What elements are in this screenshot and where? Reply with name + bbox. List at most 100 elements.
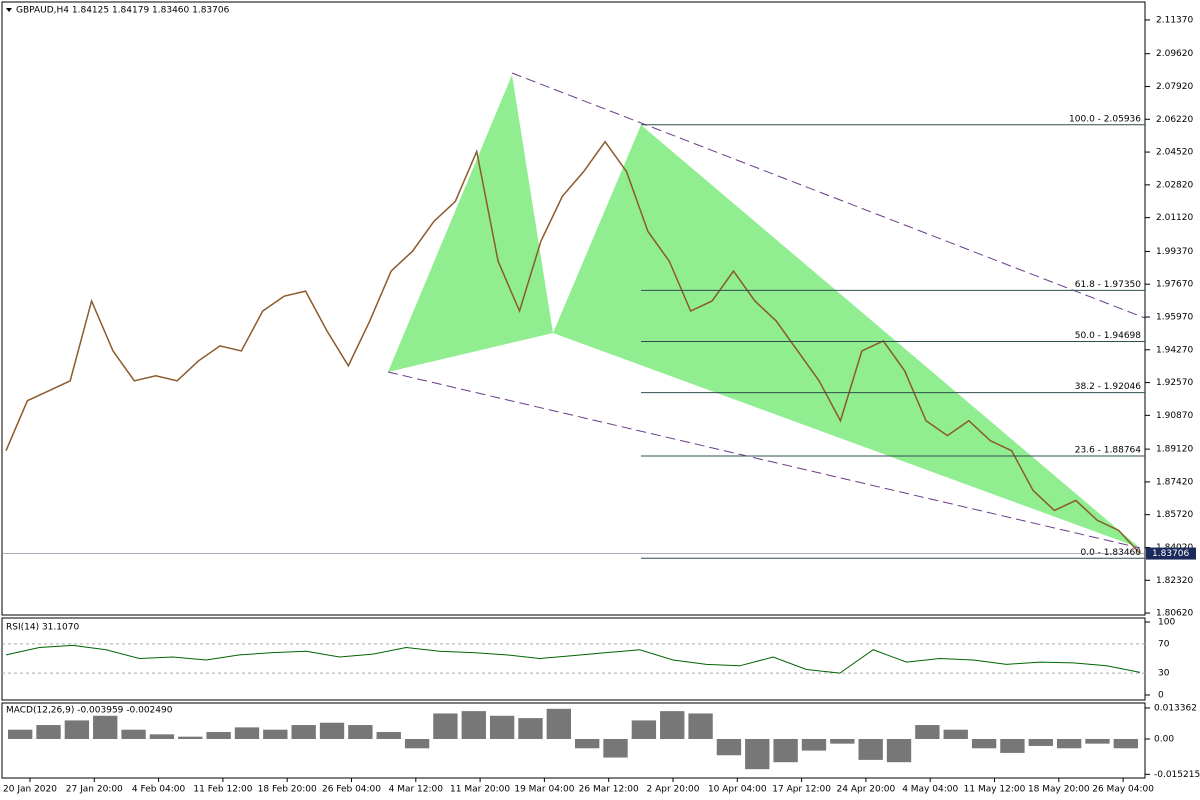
macd-bar xyxy=(1000,738,1025,753)
macd-bar xyxy=(688,713,713,739)
fib-label: 23.6 - 1.88764 xyxy=(1075,445,1141,455)
macd-bar xyxy=(489,715,515,739)
price-tick-label: 1.89120 xyxy=(1156,445,1193,455)
macd-bar xyxy=(1085,738,1110,744)
fib-label: 100.0 - 2.05936 xyxy=(1069,114,1141,124)
macd-tick-label: -0.015215 xyxy=(1154,770,1200,780)
time-label: 27 Jan 20:00 xyxy=(66,785,123,795)
price-tick-label: 1.90870 xyxy=(1156,411,1193,421)
time-label: 11 Mar 20:00 xyxy=(450,785,510,795)
chart-header: GBPAUD,H4 1.84125 1.84179 1.83460 1.8370… xyxy=(16,6,230,16)
macd-bar xyxy=(348,725,373,739)
price-tick-label: 1.95970 xyxy=(1156,312,1193,322)
rsi-tick-label: 70 xyxy=(1158,639,1170,649)
macd-bar xyxy=(915,725,940,739)
rsi-frame xyxy=(1,617,1146,701)
price-tick-label: 2.04520 xyxy=(1156,148,1193,158)
time-label: 26 Mar 12:00 xyxy=(579,785,639,795)
time-label: 11 May 12:00 xyxy=(964,785,1026,795)
time-label: 18 May 20:00 xyxy=(1028,785,1090,795)
macd-bar xyxy=(886,738,912,763)
macd-bar xyxy=(858,738,883,760)
time-label: 18 Feb 20:00 xyxy=(258,785,317,795)
macd-bar xyxy=(830,738,855,744)
macd-bar xyxy=(178,736,203,739)
macd-bar xyxy=(518,718,543,739)
macd-bar xyxy=(801,738,827,751)
macd-bar xyxy=(263,729,288,739)
time-label: 4 Feb 04:00 xyxy=(132,785,186,795)
time-label: 19 Mar 04:00 xyxy=(514,785,574,795)
macd-bar xyxy=(1056,738,1082,749)
rsi-title: RSI(14) 31.1070 xyxy=(6,623,79,633)
price-tick-label: 2.01120 xyxy=(1156,213,1193,223)
macd-bar xyxy=(660,711,685,739)
current-price-box xyxy=(1146,547,1196,560)
time-label: 17 Apr 12:00 xyxy=(772,785,831,795)
macd-bar xyxy=(745,738,770,770)
price-tick-label: 1.97670 xyxy=(1156,280,1193,290)
macd-bar xyxy=(575,738,600,749)
macd-bar xyxy=(404,738,430,749)
price-tick-label: 1.87420 xyxy=(1156,477,1193,487)
time-label: 4 Mar 12:00 xyxy=(389,785,444,795)
price-tick-label: 2.09620 xyxy=(1156,49,1193,59)
macd-bar xyxy=(603,738,628,758)
current-price-label: 1.83706 xyxy=(1152,549,1189,559)
macd-bar xyxy=(971,738,997,749)
fib-label: 50.0 - 1.94698 xyxy=(1075,331,1141,341)
rsi-tick-label: 0 xyxy=(1158,691,1164,701)
price-tick-label: 1.85720 xyxy=(1156,510,1193,520)
time-label: 26 May 04:00 xyxy=(1092,785,1154,795)
macd-bar xyxy=(461,711,486,739)
time-label: 2 Apr 20:00 xyxy=(647,785,700,795)
fib-label: 61.8 - 1.97350 xyxy=(1075,280,1141,290)
macd-bar xyxy=(546,708,571,739)
macd-bar xyxy=(93,715,118,739)
macd-bar xyxy=(234,727,260,739)
macd-bar xyxy=(376,732,401,739)
fib-label: 38.2 - 1.92046 xyxy=(1075,382,1141,392)
macd-bar xyxy=(64,720,90,739)
time-label: 20 Jan 2020 xyxy=(3,785,57,795)
rsi-tick-label: 30 xyxy=(1158,669,1170,679)
macd-tick-label: 0.013362 xyxy=(1154,703,1197,713)
macd-bar xyxy=(631,720,657,739)
macd-bar xyxy=(943,729,968,739)
macd-bar xyxy=(433,713,458,739)
time-label: 26 Feb 04:00 xyxy=(322,785,381,795)
macd-bar xyxy=(8,729,33,739)
macd-bar xyxy=(149,734,175,739)
time-label: 11 Feb 12:00 xyxy=(193,785,252,795)
price-tick-label: 1.82320 xyxy=(1156,576,1193,586)
macd-tick-label: 0.00 xyxy=(1154,734,1174,744)
price-tick-label: 2.02820 xyxy=(1156,180,1193,190)
pattern-xab xyxy=(388,75,553,372)
macd-bar xyxy=(36,725,61,739)
macd-bar xyxy=(773,738,798,763)
channel-upper xyxy=(511,72,1146,319)
macd-frame xyxy=(1,702,1146,779)
menu-arrow[interactable] xyxy=(6,8,12,12)
price-tick-label: 1.92570 xyxy=(1156,378,1193,388)
price-tick-label: 1.99370 xyxy=(1156,247,1193,257)
macd-bar xyxy=(716,738,742,756)
time-label: 24 Apr 20:00 xyxy=(837,785,896,795)
time-label: 4 May 04:00 xyxy=(902,785,958,795)
price-tick-label: 2.06220 xyxy=(1156,115,1193,125)
macd-title: MACD(12,26,9) -0.003959 -0.002490 xyxy=(6,706,173,716)
macd-bar xyxy=(319,722,345,739)
macd-bar xyxy=(121,729,146,739)
price-tick-label: 1.94270 xyxy=(1156,345,1193,355)
macd-bar xyxy=(1028,738,1053,746)
price-tick-label: 2.07920 xyxy=(1156,82,1193,92)
fib-label: 0.0 - 1.83460 xyxy=(1081,548,1142,558)
rsi-line xyxy=(5,644,1141,674)
macd-bar xyxy=(206,732,231,739)
price-line xyxy=(5,140,1141,554)
macd-bar xyxy=(1113,738,1138,749)
channel-lower xyxy=(387,371,1141,549)
